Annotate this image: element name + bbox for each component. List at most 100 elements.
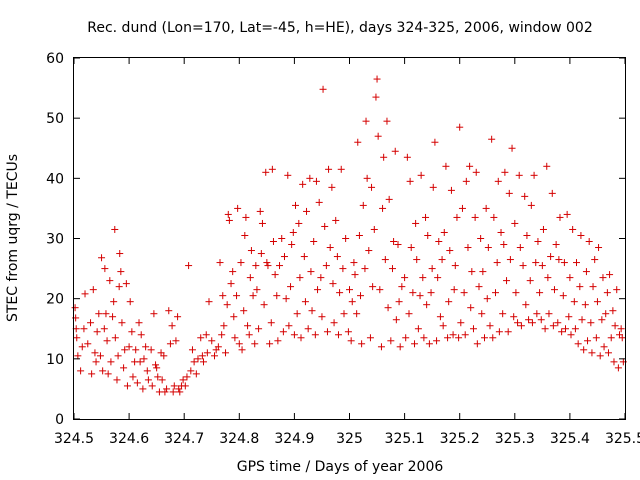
- data-point: [521, 192, 529, 200]
- data-point: [457, 319, 465, 327]
- data-point: [78, 343, 86, 351]
- data-point: [246, 274, 254, 282]
- data-point: [268, 165, 276, 173]
- data-point: [365, 247, 373, 255]
- data-point: [227, 280, 235, 288]
- data-point: [377, 343, 385, 351]
- data-point: [380, 153, 388, 161]
- data-point: [133, 379, 141, 387]
- data-point: [355, 231, 363, 239]
- data-point: [321, 222, 329, 230]
- x-tick-label: 325.4: [550, 431, 590, 447]
- data-point: [363, 174, 371, 182]
- data-point: [449, 331, 457, 339]
- data-point: [348, 298, 356, 306]
- data-point: [436, 313, 444, 321]
- data-point: [500, 241, 508, 249]
- data-point: [589, 283, 597, 291]
- data-point: [406, 177, 414, 185]
- y-tick-label: 30: [46, 232, 64, 248]
- data-point: [445, 298, 453, 306]
- data-point: [550, 286, 558, 294]
- data-point: [223, 301, 231, 309]
- data-point: [249, 292, 257, 300]
- data-point: [92, 358, 100, 366]
- data-point: [325, 165, 333, 173]
- data-point: [370, 225, 378, 233]
- data-point: [122, 280, 130, 288]
- data-point: [235, 340, 243, 348]
- data-point: [614, 364, 622, 372]
- data-point: [401, 274, 409, 282]
- data-point: [274, 337, 282, 345]
- data-point: [93, 328, 101, 336]
- data-point: [431, 138, 439, 146]
- data-point: [497, 228, 505, 236]
- data-point: [299, 180, 307, 188]
- data-point: [242, 213, 250, 221]
- data-point: [606, 271, 614, 279]
- data-point: [344, 328, 352, 336]
- data-point: [587, 319, 595, 327]
- data-point: [169, 388, 177, 396]
- data-point: [478, 310, 486, 318]
- data-point: [569, 225, 577, 233]
- data-point: [494, 177, 502, 185]
- data-point: [350, 259, 358, 267]
- data-point: [216, 259, 224, 267]
- data-point: [447, 186, 455, 194]
- data-point: [456, 123, 464, 131]
- data-point: [388, 265, 396, 273]
- data-point: [468, 268, 476, 276]
- data-point: [170, 382, 178, 390]
- data-point: [596, 352, 604, 360]
- data-point: [530, 171, 538, 179]
- data-point: [536, 289, 544, 297]
- data-point: [346, 286, 353, 294]
- data-point: [504, 328, 512, 336]
- data-point: [231, 334, 239, 342]
- data-point: [566, 274, 574, 282]
- data-point: [256, 207, 264, 215]
- data-point: [600, 343, 608, 351]
- x-tick-label: 324.6: [109, 431, 149, 447]
- data-point: [477, 235, 485, 242]
- data-point: [304, 325, 312, 333]
- data-point: [372, 93, 380, 101]
- data-point: [266, 340, 274, 348]
- data-point: [396, 343, 404, 351]
- data-point: [385, 195, 393, 203]
- data-point: [510, 313, 518, 321]
- x-axis-label: GPS time / Days of year 2006: [237, 459, 444, 475]
- data-point: [312, 177, 320, 185]
- data-point: [433, 337, 441, 345]
- data-point: [240, 307, 248, 315]
- data-point: [398, 283, 406, 291]
- data-point: [548, 189, 556, 197]
- y-tick-label: 0: [55, 412, 64, 428]
- data-point: [544, 274, 552, 282]
- data-point: [110, 298, 118, 306]
- data-point: [585, 238, 593, 246]
- data-point: [607, 334, 615, 342]
- data-point: [262, 168, 270, 176]
- data-point: [534, 238, 542, 246]
- data-point: [563, 210, 571, 218]
- data-point: [543, 162, 551, 170]
- data-point: [337, 165, 345, 173]
- data-point: [526, 277, 534, 285]
- data-point: [482, 204, 490, 212]
- data-point: [329, 280, 337, 288]
- data-point: [588, 349, 596, 357]
- data-point: [412, 219, 420, 227]
- data-point: [136, 358, 144, 366]
- data-point: [434, 274, 442, 282]
- data-point: [296, 274, 304, 282]
- x-tick-label: 325.1: [385, 431, 425, 447]
- data-point: [225, 216, 233, 224]
- data-point: [330, 319, 338, 327]
- x-tick-label: 325.3: [495, 431, 535, 447]
- data-point: [168, 322, 176, 330]
- data-point: [241, 231, 249, 239]
- data-point: [233, 292, 241, 300]
